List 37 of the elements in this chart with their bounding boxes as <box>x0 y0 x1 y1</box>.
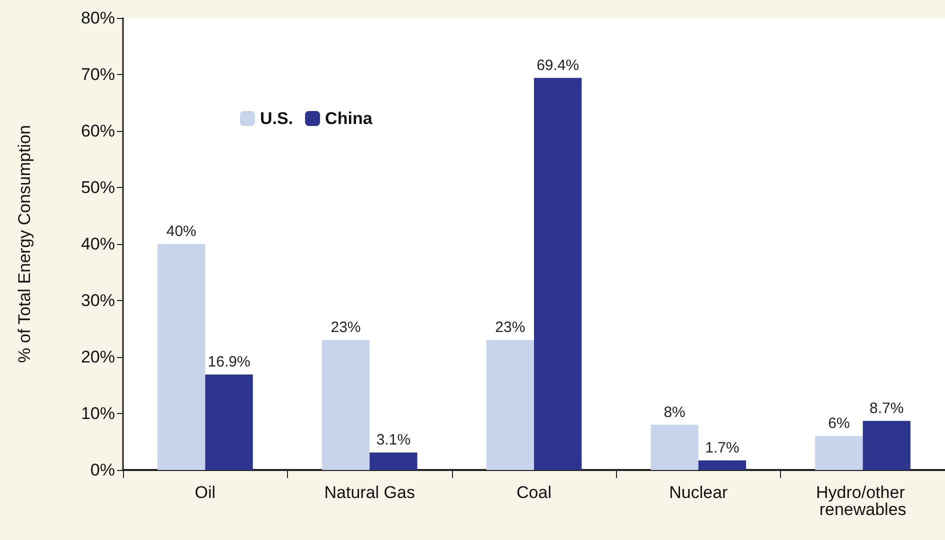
bar <box>698 460 746 470</box>
y-axis-title: % of Total Energy Consumption <box>15 125 34 363</box>
y-tick-label: 50% <box>80 178 115 197</box>
y-tick-label: 10% <box>80 404 115 423</box>
bar <box>650 424 698 470</box>
data-label: 1.7% <box>705 439 740 456</box>
data-label: 40% <box>166 223 196 240</box>
legend-label: China <box>325 109 373 128</box>
data-label: 6% <box>828 415 850 432</box>
y-tick-label: 20% <box>80 348 115 366</box>
data-label: 8% <box>664 404 686 421</box>
data-label: 16.9% <box>208 354 250 371</box>
data-label: 3.1% <box>376 431 411 448</box>
bar <box>370 452 418 470</box>
y-tick-label: 40% <box>80 234 115 254</box>
y-tick-label: 0% <box>90 460 115 480</box>
x-tick-label: Natural Gas <box>324 483 415 502</box>
data-label: 23% <box>495 319 526 336</box>
legend-label: U.S. <box>260 109 294 128</box>
bar <box>322 340 370 470</box>
x-tick-label: Oil <box>194 483 216 502</box>
y-tick-label: 70% <box>80 65 115 84</box>
data-label: 8.7% <box>870 400 904 417</box>
x-tick-label: Nuclear <box>669 483 728 502</box>
data-label: 23% <box>330 319 361 336</box>
data-label: 69.4% <box>536 56 580 74</box>
y-tick-label: 80% <box>80 8 115 28</box>
bar <box>158 244 206 470</box>
x-tick-label: Coal <box>516 483 552 502</box>
bar <box>486 340 534 470</box>
bar <box>815 436 863 470</box>
x-tick-label: Hydro/other renewables <box>816 483 910 519</box>
bar <box>205 374 253 470</box>
bar <box>534 78 582 470</box>
bar <box>862 420 910 470</box>
y-tick-label: 60% <box>80 122 115 140</box>
y-tick-label: 30% <box>80 291 115 310</box>
